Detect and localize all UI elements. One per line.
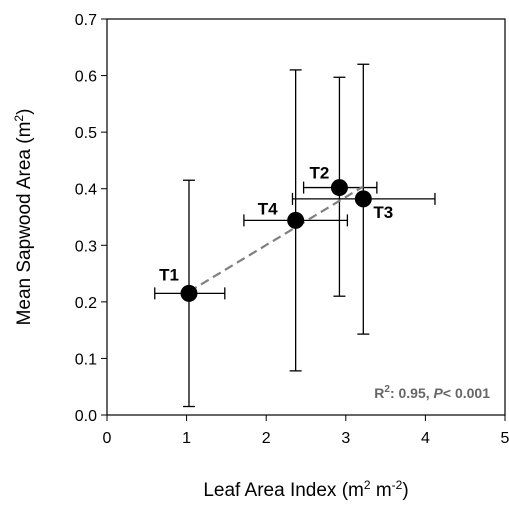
error-bars (154, 63, 436, 408)
point-label-t3: T3 (373, 203, 393, 222)
x-tick-labels: 0 1 2 3 4 5 (103, 430, 509, 447)
y-tick-label: 0.2 (75, 295, 97, 312)
point-label-t4: T4 (258, 199, 278, 218)
y-tick-label: 0.0 (75, 408, 97, 425)
data-point-t2 (330, 179, 348, 197)
y-axis-title: Mean Sapwood Area (m2) (12, 109, 35, 326)
x-tick-label: 0 (103, 430, 112, 447)
point-label-t1: T1 (159, 265, 179, 284)
point-label-t2: T2 (310, 164, 330, 183)
y-tick-label: 0.3 (75, 238, 97, 255)
data-points (180, 179, 372, 302)
fit-line (188, 185, 364, 293)
x-axis-title: Leaf Area Index (m2 m-2) (203, 478, 408, 501)
data-point-t3 (354, 190, 372, 208)
y-tick-labels: 0.0 0.1 0.2 0.3 0.4 0.5 0.6 0.7 (75, 12, 97, 425)
point-labels: T1 T2 T3 T4 (159, 164, 393, 285)
plot-frame (106, 18, 506, 416)
fit-annotation: R2: 0.95, P< 0.001 (374, 384, 490, 401)
y-tick-label: 0.4 (75, 182, 97, 199)
x-tick-label: 3 (341, 430, 350, 447)
y-tick-label: 0.6 (75, 69, 97, 86)
y-tick-label: 0.7 (75, 12, 97, 29)
x-tick-marks (106, 415, 506, 421)
x-tick-label: 4 (421, 430, 430, 447)
x-tick-label: 5 (501, 430, 509, 447)
data-point-t4 (287, 211, 305, 229)
data-point-t1 (180, 284, 198, 302)
x-tick-label: 1 (182, 430, 191, 447)
y-tick-marks (101, 18, 107, 416)
y-tick-label: 0.5 (75, 125, 97, 142)
y-tick-label: 0.1 (75, 351, 97, 368)
x-tick-label: 2 (262, 430, 271, 447)
